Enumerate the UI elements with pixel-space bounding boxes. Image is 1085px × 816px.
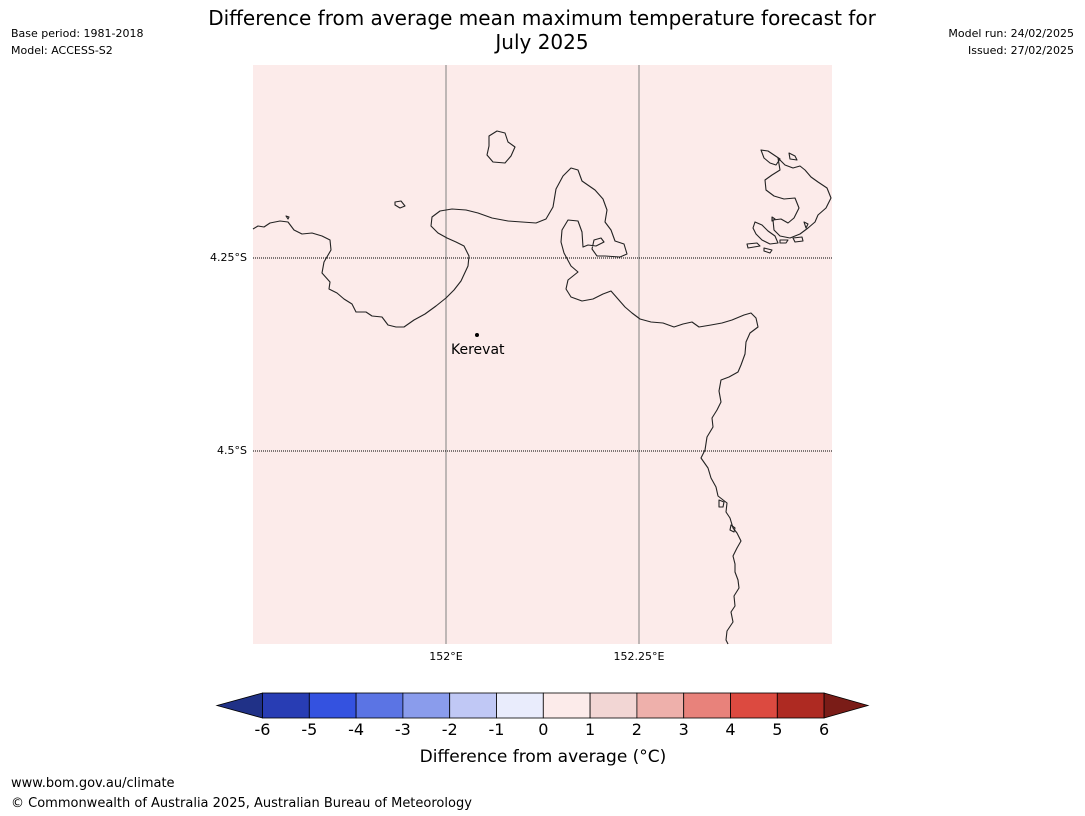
colorbar-tick-label: -3 <box>394 720 411 739</box>
colorbar-tick-label: 3 <box>678 720 689 739</box>
lat-label-4-25s: 4.25°S <box>210 251 247 264</box>
place-label-kerevat: Kerevat <box>451 342 505 358</box>
colorbar-box <box>262 692 310 719</box>
colorbar-box <box>402 692 451 719</box>
map-title: Difference from average mean maximum tem… <box>180 6 904 54</box>
colorbar-box <box>542 692 591 719</box>
coastline <box>252 130 832 645</box>
colorbar-tick-label: 4 <box>725 720 736 739</box>
colorbar-box <box>636 692 685 719</box>
issued-date: Issued: 27/02/2025 <box>967 44 1074 57</box>
footer-copyright: © Commonwealth of Australia 2025, Austra… <box>11 796 472 811</box>
colorbar-box <box>308 692 357 719</box>
colorbar-tick-label: 2 <box>631 720 642 739</box>
colorbar <box>215 692 870 719</box>
meta-left: Base period: 1981-2018 Model: ACCESS-S2 <box>11 25 143 59</box>
colorbar-tick-label: 1 <box>585 720 596 739</box>
title-line-1: Difference from average mean maximum tem… <box>208 6 876 30</box>
colorbar-box <box>496 692 544 719</box>
colorbar-extend-low <box>215 692 263 719</box>
kerevat-marker <box>475 333 479 337</box>
colorbar-tick-label: -4 <box>348 720 365 739</box>
colorbar-tick-label: -1 <box>488 720 505 739</box>
colorbar-box <box>730 692 778 719</box>
colorbar-box <box>449 692 497 719</box>
colorbar-tick-label: -6 <box>254 720 271 739</box>
colorbar-extend-high <box>823 692 870 719</box>
colorbar-box <box>776 692 825 719</box>
model-name: Model: ACCESS-S2 <box>11 44 113 57</box>
colorbar-tick-label: -5 <box>301 720 318 739</box>
colorbar-label: Difference from average (°C) <box>419 747 667 767</box>
colorbar-box <box>355 692 404 719</box>
model-run: Model run: 24/02/2025 <box>948 27 1074 40</box>
colorbar-tick-label: -2 <box>441 720 458 739</box>
lon-label-152-25e: 152.25°E <box>613 650 665 663</box>
colorbar-tick-label: 6 <box>819 720 830 739</box>
colorbar-tick-label: 0 <box>538 720 549 739</box>
base-period: Base period: 1981-2018 <box>11 27 144 40</box>
lat-label-4-5s: 4.5°S <box>217 444 247 457</box>
lon-label-152e: 152°E <box>429 650 463 663</box>
colorbar-box <box>683 692 731 719</box>
map-panel <box>253 65 832 644</box>
title-line-2: July 2025 <box>495 30 589 54</box>
meta-right: Model run: 24/02/2025 Issued: 27/02/2025 <box>948 25 1074 59</box>
footer-url[interactable]: www.bom.gov.au/climate <box>11 776 175 791</box>
colorbar-tick-label: 5 <box>772 720 783 739</box>
colorbar-box <box>589 692 638 719</box>
